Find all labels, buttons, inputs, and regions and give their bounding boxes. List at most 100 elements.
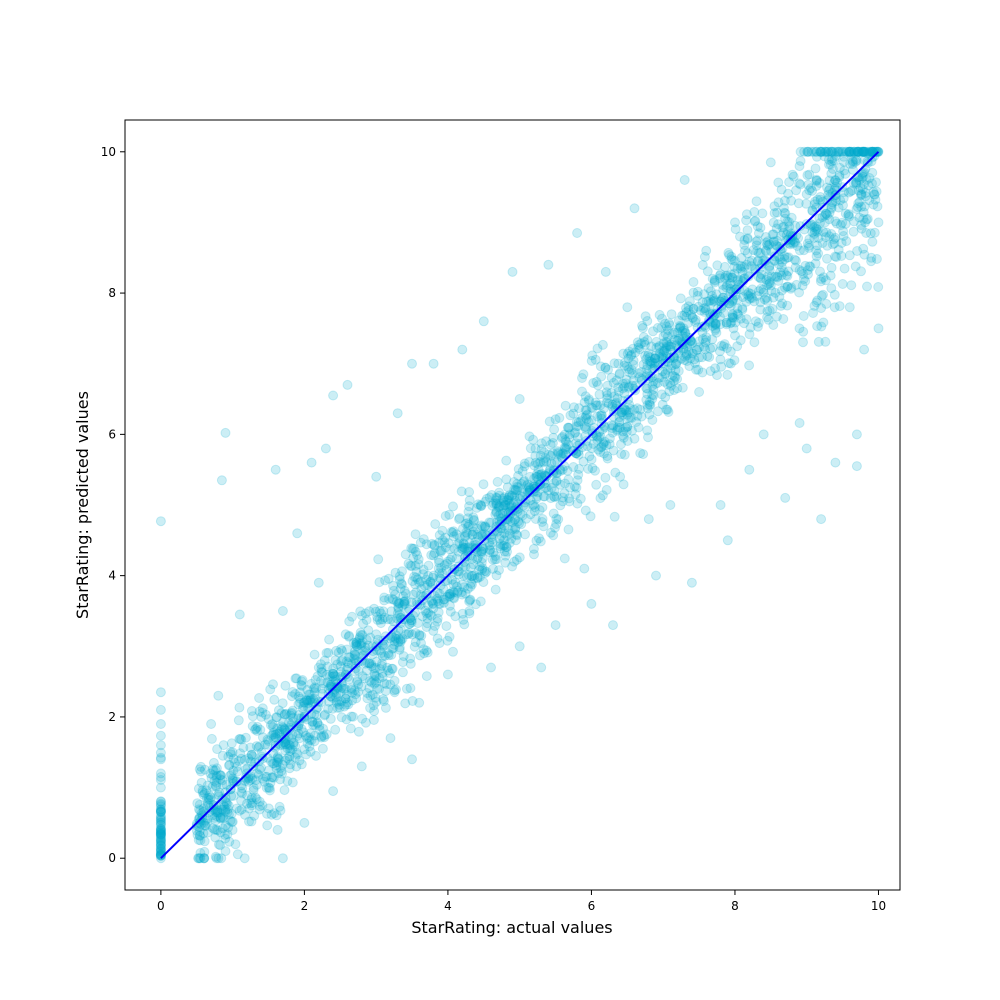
data-point (386, 606, 397, 617)
data-point (614, 369, 625, 380)
data-point (848, 156, 858, 167)
data-point (834, 172, 845, 183)
data-point (371, 629, 382, 640)
data-point (560, 449, 571, 460)
data-point (491, 554, 502, 565)
data-point (856, 146, 867, 157)
data-point (191, 825, 202, 836)
data-point (256, 747, 267, 758)
data-point (735, 313, 746, 324)
data-point (364, 676, 375, 687)
data-point (219, 829, 230, 840)
data-point (354, 639, 365, 649)
data-point (368, 715, 379, 725)
data-point (753, 255, 764, 266)
data-point (328, 390, 339, 401)
data-point (811, 181, 822, 191)
data-point (364, 683, 375, 694)
data-point (557, 464, 568, 475)
data-point (858, 214, 869, 224)
data-point (274, 726, 285, 737)
data-point (692, 322, 703, 333)
data-point (619, 381, 630, 392)
data-point (271, 810, 282, 821)
data-point (336, 682, 347, 693)
data-point (615, 471, 626, 482)
data-point (723, 292, 734, 302)
data-point (766, 271, 777, 282)
data-point (508, 498, 519, 508)
data-point (572, 498, 583, 509)
data-point (777, 243, 788, 254)
data-point (668, 351, 679, 362)
data-point (358, 618, 369, 629)
data-point (423, 600, 434, 611)
data-point (493, 502, 504, 513)
data-point (191, 820, 202, 831)
data-point (404, 618, 415, 629)
data-point (306, 678, 317, 689)
data-point (211, 824, 222, 835)
data-point (811, 245, 822, 256)
data-point (564, 432, 575, 443)
data-point (494, 533, 505, 544)
data-point (243, 773, 254, 784)
data-point (311, 710, 322, 721)
data-point (211, 770, 222, 781)
data-point (441, 558, 452, 569)
data-point (249, 810, 260, 821)
data-point (196, 777, 207, 788)
data-point (275, 805, 286, 816)
data-point (498, 495, 509, 506)
data-point (642, 350, 653, 361)
data-point (658, 350, 669, 361)
data-point (527, 500, 538, 510)
data-point (341, 689, 352, 700)
data-point (305, 728, 316, 739)
data-point (211, 772, 222, 783)
data-point (318, 730, 329, 741)
data-point (197, 787, 208, 798)
data-point (749, 296, 760, 307)
data-point (552, 446, 563, 457)
data-point (254, 741, 265, 752)
data-point (491, 492, 502, 503)
data-point (705, 366, 716, 377)
data-point (644, 396, 655, 407)
data-point (196, 761, 206, 772)
data-point (812, 224, 823, 235)
data-point (678, 345, 689, 355)
data-point (872, 201, 883, 212)
data-point (722, 369, 733, 380)
data-point (324, 671, 335, 682)
data-point (502, 514, 513, 525)
data-point (794, 323, 805, 334)
data-point (444, 600, 455, 611)
data-point (767, 303, 778, 314)
data-point (866, 256, 877, 267)
data-point (454, 566, 464, 577)
data-point (213, 807, 224, 818)
data-point (235, 748, 246, 759)
data-point (665, 344, 676, 355)
data-point (345, 723, 356, 734)
data-point (363, 640, 374, 651)
data-point (503, 524, 514, 535)
data-point (666, 339, 677, 350)
data-point (556, 452, 567, 462)
data-point (530, 450, 541, 461)
data-point (408, 552, 419, 563)
data-point (512, 499, 523, 510)
data-point (488, 563, 498, 574)
data-point (327, 668, 338, 679)
data-point (640, 339, 650, 350)
data-point (725, 269, 736, 280)
data-point (595, 442, 606, 453)
data-point (503, 495, 514, 506)
data-point (271, 712, 282, 723)
data-point (766, 286, 777, 296)
data-point (800, 276, 811, 287)
data-point (574, 439, 585, 449)
data-point (194, 804, 204, 815)
